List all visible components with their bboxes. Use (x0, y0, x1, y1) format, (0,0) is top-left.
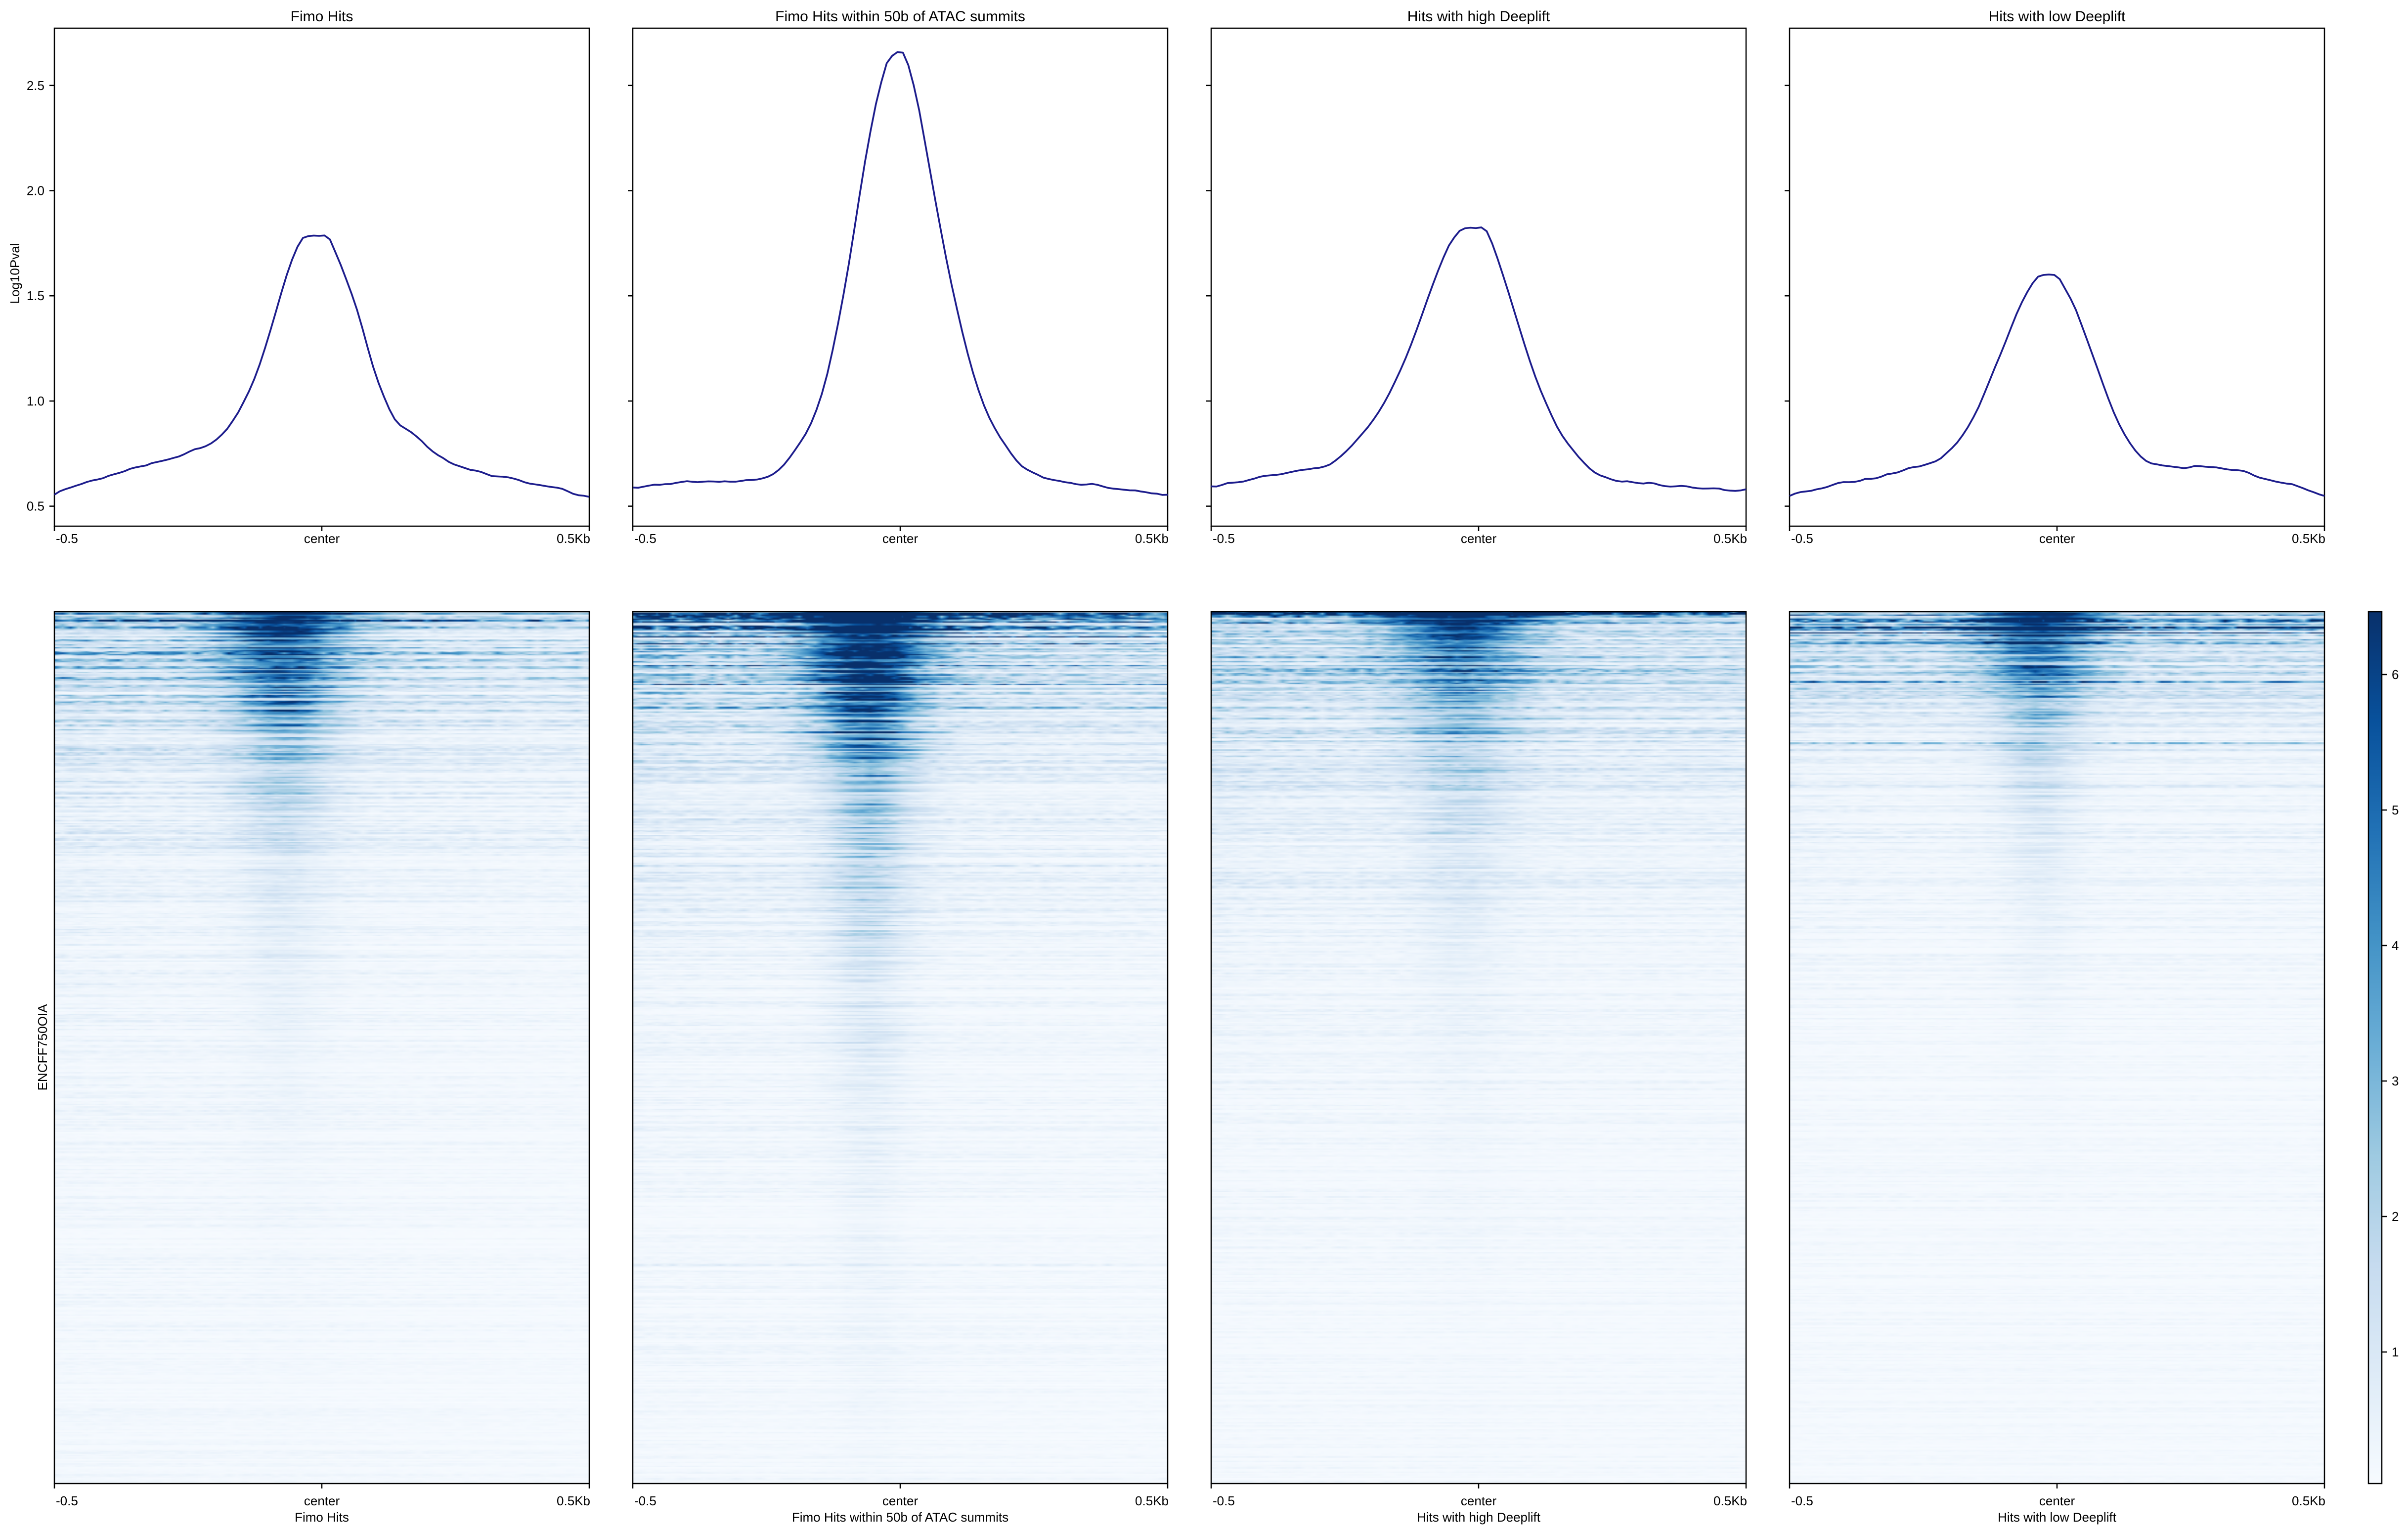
svg-text:center: center (882, 1493, 919, 1508)
svg-text:0.5Kb: 0.5Kb (1135, 531, 1169, 546)
svg-text:1.0: 1.0 (27, 394, 44, 408)
svg-text:center: center (304, 531, 340, 546)
svg-text:-0.5: -0.5 (56, 531, 78, 546)
svg-text:4: 4 (2392, 938, 2399, 953)
svg-text:2.5: 2.5 (27, 78, 44, 93)
svg-text:-0.5: -0.5 (634, 531, 657, 546)
svg-text:2.0: 2.0 (27, 183, 44, 198)
svg-text:0.5: 0.5 (27, 499, 44, 514)
svg-text:0.5Kb: 0.5Kb (2292, 1493, 2325, 1508)
svg-text:-0.5: -0.5 (56, 1493, 78, 1508)
svg-text:center: center (1461, 531, 1497, 546)
svg-text:Fimo Hits: Fimo Hits (295, 1510, 349, 1525)
svg-text:0.5Kb: 0.5Kb (1713, 531, 1747, 546)
svg-text:0.5Kb: 0.5Kb (2292, 531, 2325, 546)
svg-text:1: 1 (2392, 1345, 2399, 1359)
svg-text:Hits with high Deeplift: Hits with high Deeplift (1407, 8, 1550, 25)
svg-text:1.5: 1.5 (27, 288, 44, 303)
svg-text:-0.5: -0.5 (1791, 1493, 1813, 1508)
svg-text:0.5Kb: 0.5Kb (1713, 1493, 1747, 1508)
svg-text:Fimo Hits within 50b of ATAC s: Fimo Hits within 50b of ATAC summits (775, 8, 1025, 25)
svg-text:-0.5: -0.5 (1791, 531, 1813, 546)
svg-text:center: center (2039, 1493, 2075, 1508)
svg-text:center: center (882, 531, 919, 546)
svg-text:6: 6 (2392, 667, 2399, 682)
svg-text:Hits with low Deeplift: Hits with low Deeplift (1989, 8, 2126, 25)
svg-text:0.5Kb: 0.5Kb (1135, 1493, 1169, 1508)
svg-text:ENCFF750OIA: ENCFF750OIA (35, 1004, 50, 1090)
svg-text:0.5Kb: 0.5Kb (557, 1493, 590, 1508)
svg-text:Hits with high Deeplift: Hits with high Deeplift (1417, 1510, 1541, 1525)
svg-text:Fimo Hits: Fimo Hits (291, 8, 353, 25)
svg-text:0.5Kb: 0.5Kb (557, 531, 590, 546)
svg-text:Log10Pval: Log10Pval (7, 243, 22, 304)
svg-text:5: 5 (2392, 803, 2399, 817)
svg-text:center: center (1461, 1493, 1497, 1508)
svg-text:-0.5: -0.5 (634, 1493, 657, 1508)
svg-text:-0.5: -0.5 (1213, 531, 1235, 546)
svg-text:Fimo Hits within 50b of ATAC s: Fimo Hits within 50b of ATAC summits (792, 1510, 1008, 1525)
svg-text:center: center (2039, 531, 2075, 546)
svg-text:3: 3 (2392, 1074, 2399, 1088)
svg-text:2: 2 (2392, 1209, 2399, 1224)
svg-text:-0.5: -0.5 (1213, 1493, 1235, 1508)
svg-text:Hits with low Deeplift: Hits with low Deeplift (1998, 1510, 2117, 1525)
svg-text:center: center (304, 1493, 340, 1508)
